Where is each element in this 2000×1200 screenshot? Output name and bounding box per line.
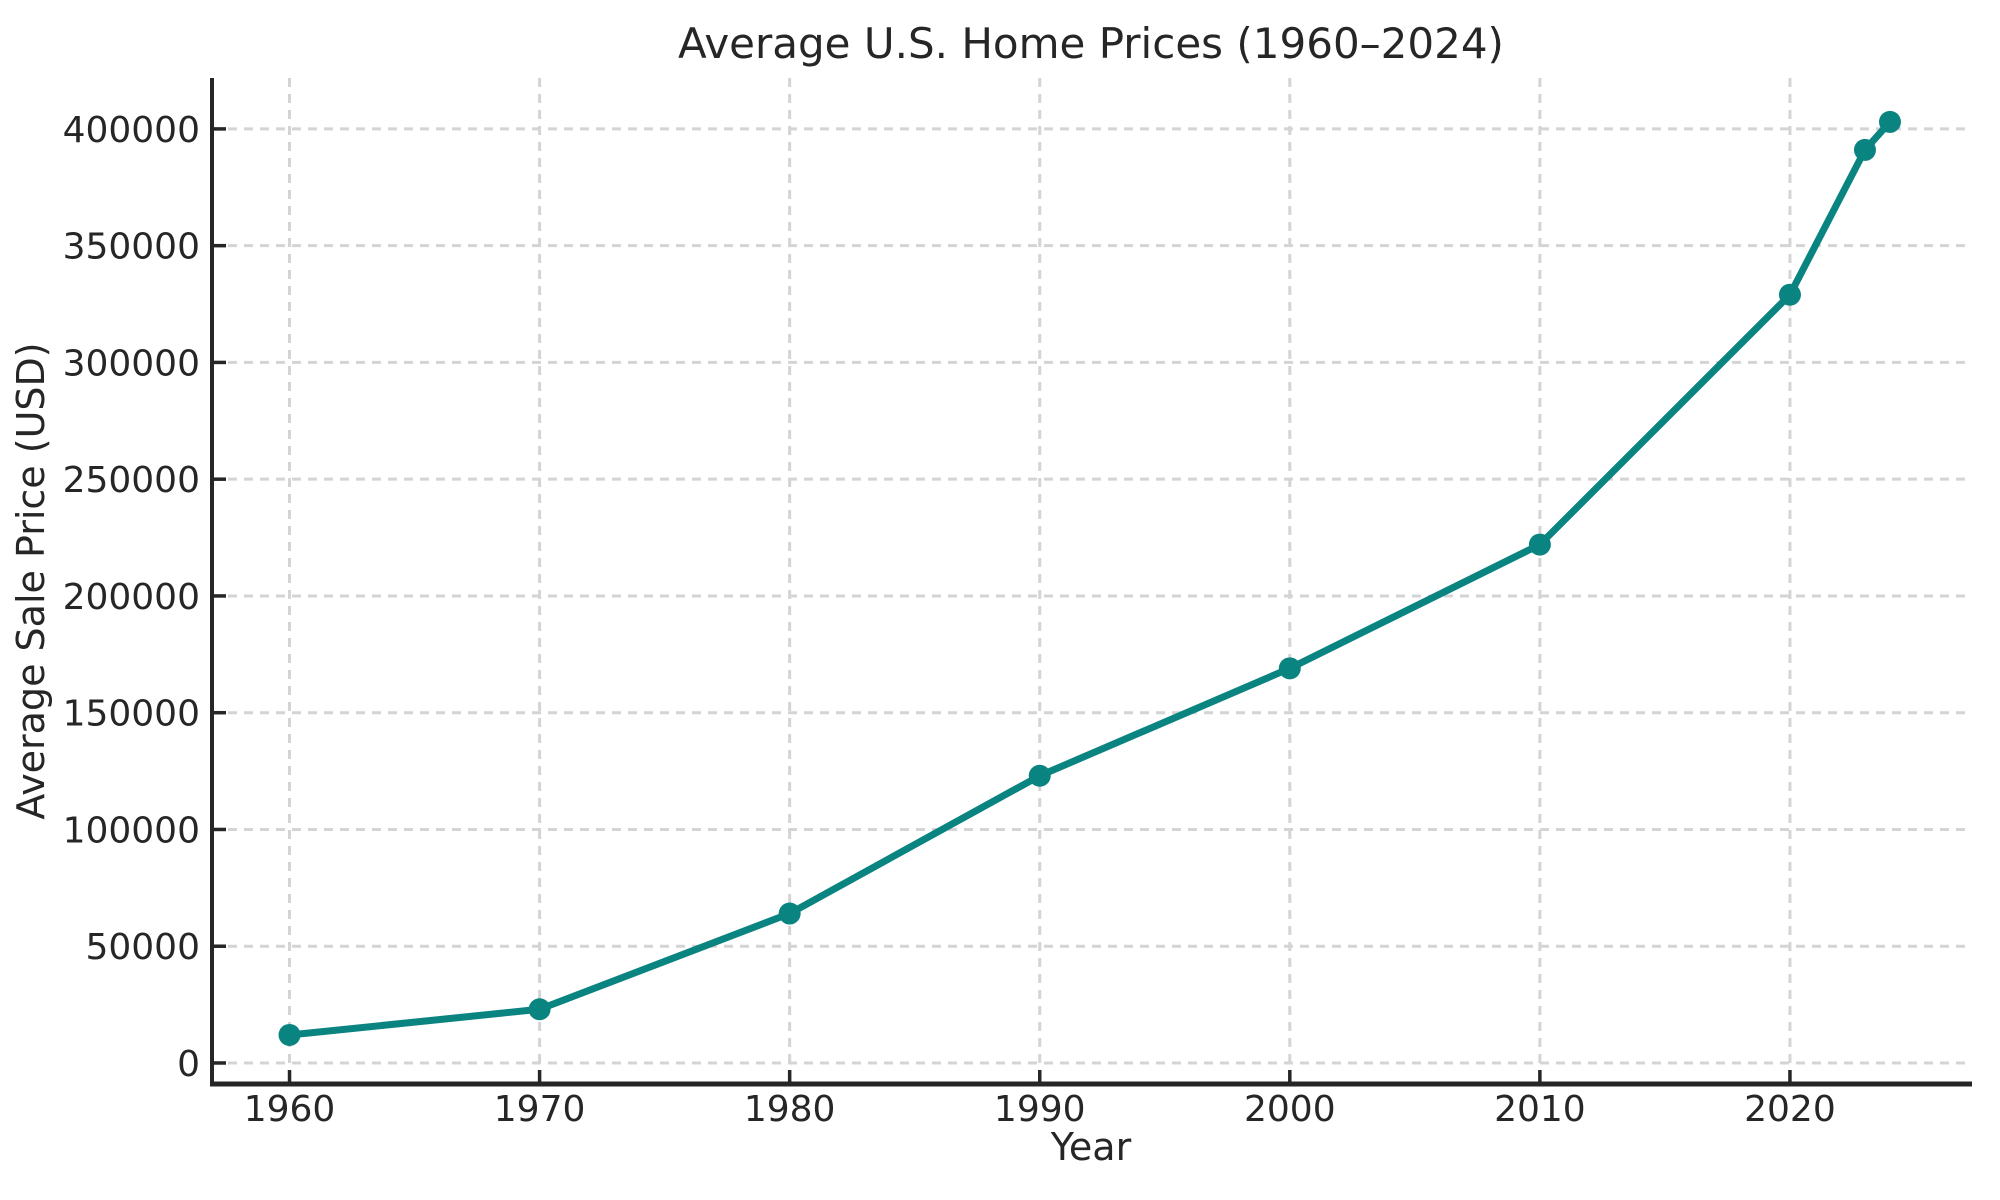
data-point-1980: [778, 902, 801, 925]
y-tick-label: 150000: [63, 694, 200, 735]
y-tick-label: 50000: [85, 927, 200, 968]
y-tick-label: 300000: [63, 343, 200, 384]
axes-spines-ticks: [210, 78, 1972, 1087]
x-tick-label: 2010: [1494, 1089, 1586, 1130]
gridlines: [212, 78, 1970, 1084]
x-tick-label: 1960: [244, 1089, 336, 1130]
x-tick-label: 1980: [744, 1089, 836, 1130]
price-trend-line: [286, 118, 1894, 1039]
data-point-1960: [278, 1023, 301, 1046]
data-point-1970: [528, 998, 551, 1021]
data-point-2020: [1778, 283, 1801, 306]
data-point-2010: [1528, 533, 1551, 556]
x-tick-label: 1990: [994, 1089, 1086, 1130]
data-point-2024: [1878, 110, 1901, 133]
chart-title: Average U.S. Home Prices (1960–2024): [678, 19, 1504, 68]
y-tick-label: 250000: [63, 460, 200, 501]
x-tick-label: 2000: [1244, 1089, 1336, 1130]
data-point-1990: [1028, 764, 1051, 787]
y-tick-label: 200000: [63, 577, 200, 618]
y-tick-label: 350000: [63, 227, 200, 268]
data-point-2000: [1278, 657, 1301, 680]
y-tick-label: 400000: [63, 110, 200, 151]
y-axis-label: Average Sale Price (USD): [9, 342, 53, 819]
y-tick-label: 100000: [63, 810, 200, 851]
x-axis-label: Year: [1050, 1125, 1132, 1169]
data-point-2023: [1853, 138, 1876, 161]
x-tick-label: 2020: [1744, 1089, 1836, 1130]
y-tick-label: 0: [177, 1044, 200, 1085]
tick-labels: 1960 1970 1980 1990 2000 2010 2020 0 50000 100000…: [63, 110, 1836, 1130]
x-tick-label: 1970: [494, 1089, 586, 1130]
price-line-series: [278, 110, 1901, 1046]
